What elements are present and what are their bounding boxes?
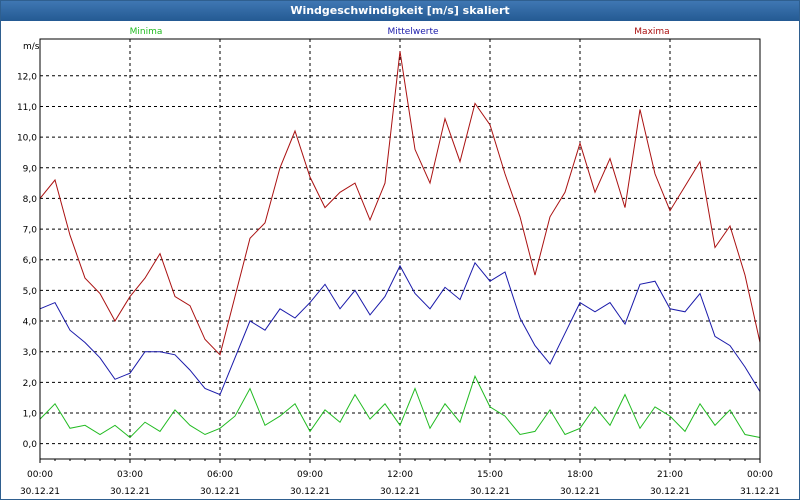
grid xyxy=(40,39,760,459)
x-tick-time-label: 18:00 xyxy=(567,470,593,480)
x-tick-time-label: 06:00 xyxy=(207,470,233,480)
y-tick-label: 12,0 xyxy=(17,72,37,82)
y-tick-label: 6,0 xyxy=(23,256,38,266)
y-tick-label: 1,0 xyxy=(23,410,38,420)
y-tick-label: 7,0 xyxy=(23,226,38,236)
legend: Minima Mittelwerte Maxima xyxy=(130,27,670,37)
x-tick-date-label: 30.12.21 xyxy=(110,487,150,497)
x-tick-date-label: 30.12.21 xyxy=(470,487,510,497)
x-tick-date-label: 30.12.21 xyxy=(560,487,600,497)
x-tick-date-label: 30.12.21 xyxy=(290,487,330,497)
y-tick-label: 3,0 xyxy=(23,348,38,358)
x-tick-time-label: 21:00 xyxy=(657,470,683,480)
y-tick-label: 9,0 xyxy=(23,164,38,174)
legend-entry-minima: Minima xyxy=(130,27,163,37)
series-line-minima xyxy=(39,374,761,439)
x-tick-time-label: 15:00 xyxy=(477,470,503,480)
x-tick-date-label: 30.12.21 xyxy=(650,487,690,497)
x-tick-date-label: 30.12.21 xyxy=(380,487,420,497)
window-title: Windgeschwindigkeit [m/s] skaliert xyxy=(1,1,799,21)
x-tick-time-label: 00:00 xyxy=(747,470,773,480)
y-tick-label: 11,0 xyxy=(17,103,37,113)
y-tick-label: 5,0 xyxy=(23,287,38,297)
legend-entry-maxima: Maxima xyxy=(634,27,669,37)
series-line-mittelwerte xyxy=(39,261,761,396)
series-line-maxima xyxy=(39,51,761,356)
x-tick-date-label: 31.12.21 xyxy=(740,487,780,497)
x-tick-time-label: 03:00 xyxy=(117,470,143,480)
y-tick-label: 4,0 xyxy=(23,318,38,328)
y-tick-label: 2,0 xyxy=(23,379,38,389)
y-tick-label: 10,0 xyxy=(17,134,37,144)
y-tick-label: 0,0 xyxy=(23,440,38,450)
axes: 0,0 1,0 2,0 3,0 4,0 5,0 6,0 7,0 8,0 9,0 10,0 11,0 12… xyxy=(17,38,780,497)
y-tick-label: 8,0 xyxy=(23,195,38,205)
x-tick-time-label: 12:00 xyxy=(387,470,413,480)
y-axis-label: m/s xyxy=(23,42,40,52)
x-tick-time-label: 09:00 xyxy=(297,470,323,480)
legend-entry-mittelwerte: Mittelwerte xyxy=(387,27,438,37)
x-tick-date-label: 30.12.21 xyxy=(20,487,60,497)
series-lines xyxy=(39,51,761,439)
x-tick-date-label: 30.12.21 xyxy=(200,487,240,497)
x-tick-time-label: 00:00 xyxy=(27,470,53,480)
